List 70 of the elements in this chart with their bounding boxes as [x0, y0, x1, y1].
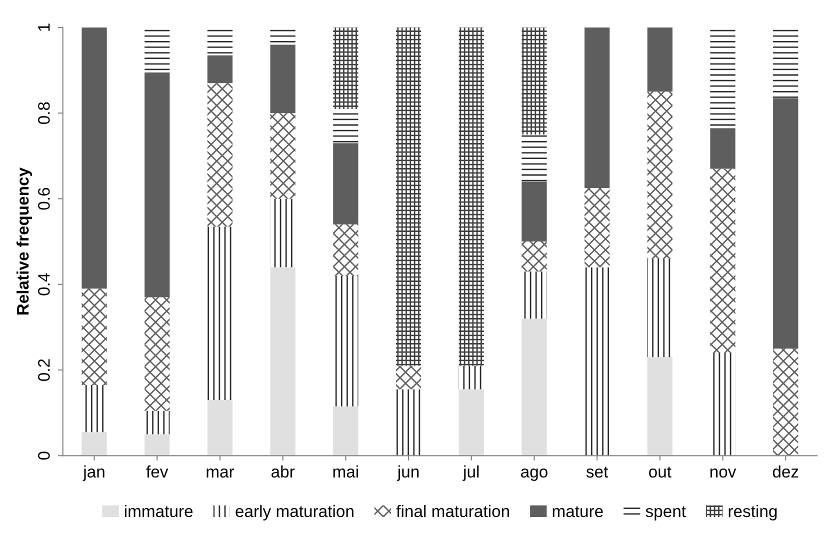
bar — [333, 108, 358, 144]
bar — [458, 366, 484, 390]
bar — [207, 55, 233, 84]
bar — [270, 44, 296, 114]
y-tick-label: 1 — [38, 24, 50, 31]
y-tick-label: 0.2 — [38, 359, 50, 381]
bar — [396, 27, 422, 366]
x-tick-label: out — [649, 466, 672, 478]
bar — [82, 27, 107, 289]
legend-label: mature — [552, 506, 603, 518]
y-tick-label: 0.8 — [38, 102, 50, 124]
x-tick-label: jul — [462, 465, 479, 481]
bar — [333, 27, 358, 109]
legend-label: immature — [124, 504, 193, 518]
bar — [458, 27, 484, 366]
bar — [270, 198, 296, 268]
bar — [144, 297, 170, 411]
bar — [522, 242, 547, 272]
x-tick-label: mai — [333, 465, 358, 478]
bar — [207, 226, 233, 400]
bar — [710, 128, 736, 169]
legend-label: spent — [646, 506, 686, 520]
bar — [773, 98, 798, 349]
bar — [82, 432, 107, 456]
bar — [144, 410, 170, 434]
y-tick-label: 0.4 — [38, 273, 50, 296]
bar — [584, 267, 610, 456]
bar — [522, 134, 547, 182]
bar — [647, 258, 672, 358]
bar — [396, 366, 422, 390]
x-tick-label: jun — [397, 465, 419, 481]
y-tick-label: 0 — [38, 452, 50, 460]
bar — [333, 224, 358, 276]
bar — [82, 288, 107, 386]
x-tick-label: mar — [206, 468, 234, 478]
bar — [458, 389, 484, 456]
legend-label: final maturation — [396, 504, 509, 518]
legend-label: early maturation — [236, 504, 354, 520]
x-tick-label: set — [586, 466, 608, 478]
bar — [144, 72, 170, 298]
x-tick-label: dez — [772, 465, 798, 478]
bar — [584, 188, 610, 268]
bar — [710, 168, 736, 353]
legend-label: resting — [728, 504, 777, 520]
bar — [82, 385, 107, 432]
x-tick-label: jan — [82, 465, 104, 481]
bar — [773, 348, 798, 456]
y-axis-title: Relative frequency — [16, 168, 32, 315]
bar — [584, 27, 610, 188]
bar — [144, 434, 170, 456]
bar — [647, 357, 672, 456]
y-tick-label: 0.6 — [38, 188, 50, 210]
bar — [270, 113, 296, 199]
bar — [207, 400, 233, 456]
bar — [396, 389, 422, 456]
bar — [270, 267, 296, 456]
bar — [647, 92, 672, 259]
x-tick-label: nov — [710, 468, 736, 478]
x-tick-label: ago — [521, 468, 548, 481]
bar — [522, 182, 547, 242]
bar — [522, 318, 547, 456]
bar — [333, 276, 358, 406]
bar — [522, 272, 547, 319]
bar — [333, 143, 358, 224]
x-tick-label: fev — [146, 465, 168, 478]
x-tick-label: abr — [271, 465, 295, 478]
bar — [333, 406, 358, 456]
bar — [522, 27, 547, 135]
bar — [207, 83, 233, 227]
bar — [647, 27, 672, 92]
